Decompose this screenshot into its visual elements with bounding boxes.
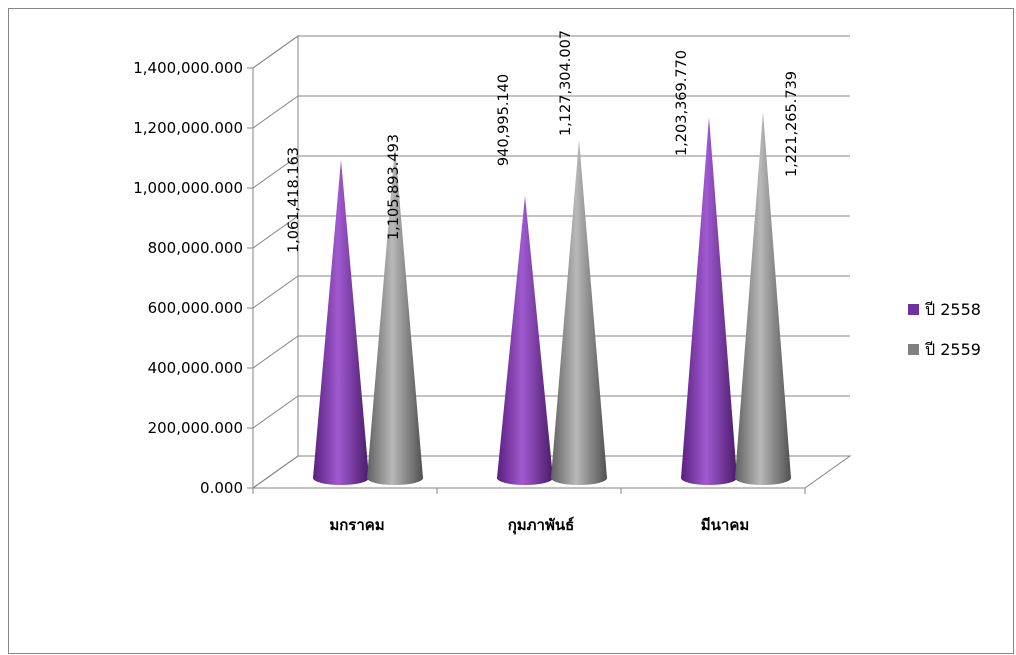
- gridline: [252, 95, 850, 129]
- x-axis: มกราคม กุมภาพันธ์ มีนาคม: [252, 488, 806, 535]
- gridline: [252, 215, 850, 249]
- cone-body: [681, 116, 737, 485]
- x-tick-label: มกราคม: [329, 516, 384, 534]
- legend-label: ปี 2558: [925, 300, 981, 319]
- cone-1-1: [551, 139, 607, 486]
- cone-body: [735, 111, 791, 486]
- cone-1-0: [367, 146, 423, 486]
- legend: ปี 2558 ปี 2559: [908, 300, 981, 359]
- cone-1-2: [735, 111, 791, 486]
- cone-body: [313, 159, 369, 485]
- gridline: [252, 155, 850, 189]
- cone-body: [497, 195, 553, 485]
- data-label: 1,203,369.770: [674, 50, 690, 156]
- data-label: 940,995.140: [496, 74, 512, 166]
- legend-swatch: [908, 304, 919, 315]
- y-tick-label: 1,200,000.000: [133, 119, 243, 137]
- data-label: 1,221,265.739: [784, 71, 800, 177]
- gridline: [252, 275, 850, 309]
- data-label: 1,061,418.163: [286, 147, 302, 253]
- cone-body: [551, 139, 607, 486]
- chart-marks: [313, 111, 791, 486]
- y-tick-label: 1,400,000.000: [133, 59, 243, 77]
- y-tick-label: 1,000,000.000: [133, 179, 243, 197]
- x-tick-label: กุมภาพันธ์: [508, 516, 575, 535]
- y-tick-label: 0.000: [200, 479, 243, 497]
- y-axis: 0.000 200,000.000 400,000.000 600,000.000 80…: [133, 59, 254, 497]
- cone-body: [367, 146, 423, 486]
- x-tick-label: มีนาคม: [701, 516, 750, 534]
- y-tick-label: 400,000.000: [148, 359, 243, 377]
- cone-0-0: [313, 159, 369, 485]
- gridline: [252, 335, 850, 369]
- legend-swatch: [908, 344, 919, 355]
- y-tick-label: 600,000.000: [148, 299, 243, 317]
- data-label: 1,127,304.007: [558, 30, 574, 136]
- y-tick-label: 800,000.000: [148, 239, 243, 257]
- data-labels: 1,061,418.163 940,995.140 1,203,369.770 1,1…: [286, 30, 800, 253]
- cone-0-2: [681, 116, 737, 485]
- data-label: 1,105,893.493: [386, 134, 402, 240]
- gridline: [252, 395, 850, 429]
- legend-label: ปี 2559: [925, 340, 981, 359]
- gridlines: [252, 35, 850, 489]
- gridline: [252, 455, 850, 489]
- chart-frame: [8, 8, 1014, 654]
- side-wall: [252, 35, 299, 489]
- cone-0-1: [497, 195, 553, 485]
- y-tick-label: 200,000.000: [148, 419, 243, 437]
- gridline: [252, 35, 850, 69]
